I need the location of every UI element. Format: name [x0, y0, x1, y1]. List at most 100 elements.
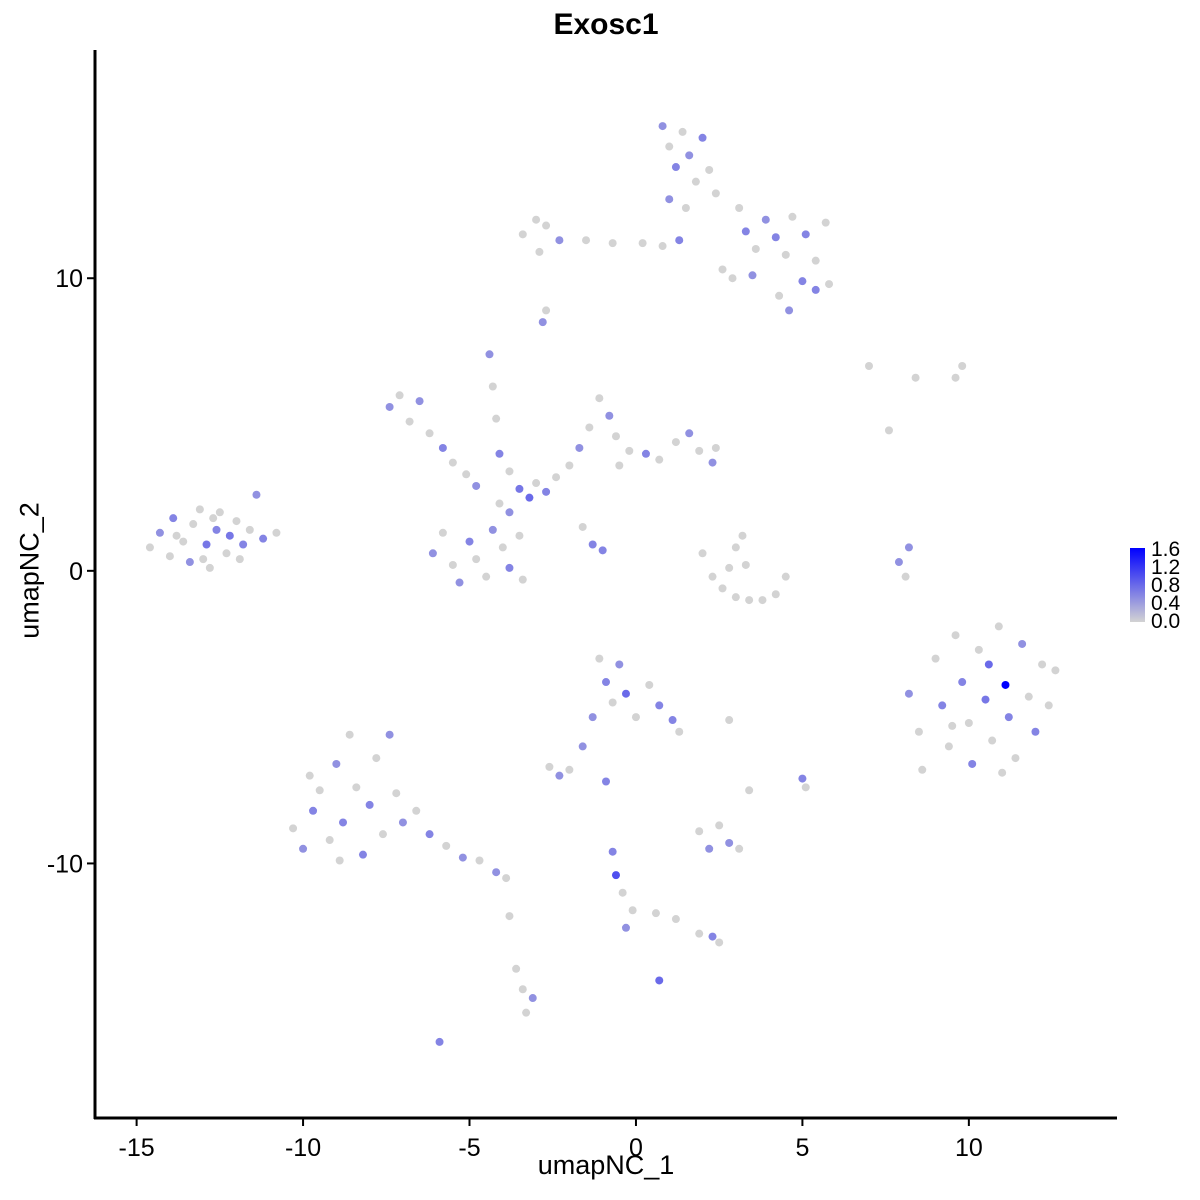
- cell-point: [964, 718, 973, 727]
- x-tick-label: -5: [458, 1134, 480, 1162]
- cell-point: [532, 215, 541, 224]
- cell-point: [695, 446, 704, 455]
- cell-point: [678, 127, 687, 136]
- cell-point: [671, 163, 680, 172]
- cell-point: [532, 479, 541, 488]
- legend-label: 1.6: [1151, 538, 1181, 561]
- cell-point: [535, 247, 544, 256]
- cell-point: [602, 777, 610, 786]
- cell-point: [598, 546, 607, 555]
- cell-point: [788, 212, 797, 221]
- cell-point: [542, 487, 551, 496]
- cell-point: [522, 1008, 531, 1017]
- cell-point: [708, 932, 717, 941]
- cell-point: [155, 528, 164, 537]
- cell-point: [671, 438, 680, 447]
- cell-point: [578, 742, 587, 751]
- cell-point: [492, 414, 501, 423]
- cell-point: [968, 759, 977, 768]
- cell-point: [731, 593, 740, 602]
- cell-point: [708, 458, 717, 467]
- cell-point: [658, 122, 667, 131]
- cell-point: [1024, 692, 1033, 701]
- cell-point: [332, 759, 341, 768]
- cell-point: [462, 470, 471, 479]
- cell-point: [781, 250, 790, 259]
- cell-point: [525, 493, 534, 502]
- cell-point: [179, 537, 188, 546]
- cell-point: [309, 806, 318, 815]
- cell-point: [725, 838, 734, 847]
- cell-point: [904, 543, 913, 552]
- cell-point: [931, 654, 940, 663]
- cell-point: [442, 841, 451, 850]
- cell-point: [671, 915, 680, 924]
- cell-point: [435, 1037, 444, 1046]
- cell-point: [711, 189, 720, 198]
- cell-point: [372, 754, 381, 763]
- cell-point: [595, 394, 604, 403]
- cell-point: [994, 622, 1003, 631]
- cell-point: [335, 856, 344, 865]
- cell-point: [665, 142, 674, 151]
- legend-label: 0.8: [1151, 574, 1181, 597]
- cell-point: [608, 239, 617, 248]
- cell-point: [718, 584, 727, 593]
- cell-point: [731, 543, 740, 552]
- cell-point: [771, 590, 780, 599]
- cell-point: [555, 771, 564, 780]
- y-tick-label: -10: [47, 850, 83, 878]
- cell-point: [641, 449, 650, 458]
- x-tick-label: 10: [955, 1134, 983, 1162]
- cell-point: [798, 774, 807, 783]
- cell-point: [758, 596, 767, 605]
- y-axis-label: umapNC_2: [14, 502, 45, 639]
- cell-point: [582, 236, 591, 245]
- cell-point: [608, 698, 617, 707]
- cell-point: [465, 537, 474, 546]
- cell-point: [984, 660, 993, 669]
- cell-point: [711, 443, 720, 452]
- cell-point: [811, 256, 820, 265]
- cell-point: [352, 783, 361, 792]
- cell-point: [405, 417, 414, 426]
- cell-point: [751, 244, 760, 253]
- cell-point: [1051, 666, 1060, 675]
- x-tick-label: 0: [629, 1134, 643, 1162]
- y-tick-label: 10: [55, 265, 83, 293]
- cell-point: [195, 505, 204, 514]
- cell-point: [502, 874, 511, 883]
- cell-point: [518, 230, 527, 239]
- cell-point: [811, 285, 820, 294]
- cell-point: [615, 660, 624, 669]
- cell-point: [565, 461, 574, 470]
- legend-label: 1.2: [1151, 556, 1181, 579]
- cell-point: [681, 204, 690, 213]
- cell-point: [392, 789, 401, 798]
- cell-point: [448, 458, 457, 467]
- cell-point: [425, 429, 434, 438]
- cell-point: [665, 195, 674, 204]
- cell-point: [518, 575, 527, 584]
- cell-point: [575, 443, 584, 452]
- y-ticks: -10 0 10: [47, 265, 95, 878]
- cell-point: [655, 701, 664, 710]
- cell-point: [748, 271, 757, 280]
- cell-point: [485, 350, 494, 359]
- cell-point: [698, 133, 707, 142]
- cell-point: [718, 265, 727, 274]
- cell-point: [165, 552, 174, 561]
- cell-point: [655, 455, 664, 464]
- cell-point: [615, 461, 624, 470]
- cell-point: [651, 909, 660, 918]
- cell-point: [725, 716, 734, 725]
- cell-point: [378, 830, 387, 839]
- cell-point: [545, 762, 554, 771]
- cell-point: [745, 596, 754, 605]
- cell-point: [918, 765, 927, 774]
- cell-point: [415, 397, 424, 406]
- cell-point: [958, 362, 967, 371]
- cell-point: [728, 274, 737, 283]
- cell-point: [202, 540, 211, 549]
